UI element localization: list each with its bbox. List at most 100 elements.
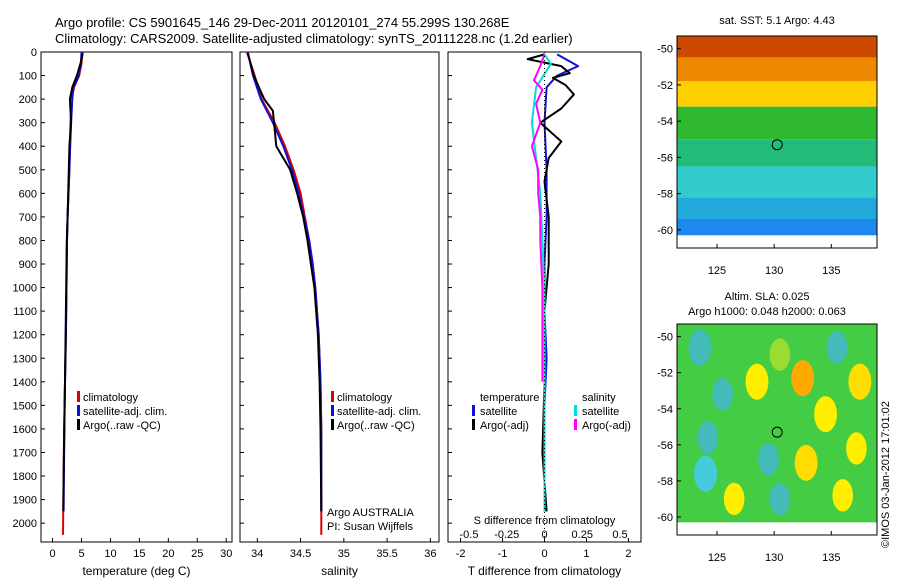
panel-salinity-legend-swatch [331, 405, 334, 416]
title-line-2: Climatology: CARS2009. Satellite-adjuste… [55, 31, 573, 46]
map-sla_map-anomaly-blob [688, 329, 712, 366]
map-sla_map-anomaly-blob [712, 378, 733, 411]
panel-difference-xtick-label: 1 [583, 548, 589, 560]
salinity-annotation: PI: Susan Wijffels [327, 521, 413, 533]
map-sla_map-ytick-label: -54 [657, 404, 673, 416]
difference-legend-temperature-swatch [472, 405, 475, 416]
map-sst_map-ytick-label: -52 [657, 80, 673, 92]
map-sla_map-ytick-label: -50 [657, 332, 673, 344]
panel-temperature-legend-label: Argo(..raw -QC) [83, 420, 161, 432]
panel-temperature-legend-label: climatology [83, 392, 139, 404]
map-sst_map-argo-marker [771, 139, 783, 151]
panel-temperature-xtick-label: 0 [50, 548, 56, 560]
difference-legend-temperature-title: temperature [480, 392, 539, 404]
panel-temperature-ytick-label: 100 [19, 71, 37, 83]
panel-salinity-xtick-label: 34.5 [290, 548, 311, 560]
difference-stick-label: -0.5 [459, 529, 478, 541]
difference-legend-salinity-label: satellite [582, 406, 619, 418]
panel-temperature-xtick-label: 5 [78, 548, 84, 560]
map-sst_map-band [677, 139, 877, 167]
map-sst_map-band [677, 81, 877, 107]
panel-difference-xlabel: T difference from climatology [468, 564, 622, 578]
difference-legend-temperature-label: satellite [480, 406, 517, 418]
panel-salinity-legend-label: climatology [337, 392, 393, 404]
map-sla_map-ytick-label: -56 [657, 440, 673, 452]
difference-legend-temperature-label: Argo(-adj) [480, 420, 529, 432]
panel-salinity-legend-label: satellite-adj. clim. [337, 406, 421, 418]
map-sla_map-ytick-label: -58 [657, 476, 673, 488]
difference-legend-salinity-swatch [574, 405, 577, 416]
map-sla_map-subtitle: Argo h1000: 0.048 h2000: 0.063 [688, 306, 846, 318]
map-sla_map-anomaly-blob [832, 479, 853, 512]
panel-salinity-legend-label: Argo(..raw -QC) [337, 420, 415, 432]
map-sst_map-band [677, 219, 877, 236]
map-sst_map-band [677, 57, 877, 82]
map-sla_map-anomaly-blob [769, 338, 791, 371]
panel-temperature-ytick-label: 1300 [13, 353, 37, 365]
panel-difference-xtick-label: -1 [498, 548, 508, 560]
map-sla_map-anomaly-blob [697, 421, 719, 454]
map-sla_map-anomaly-blob [769, 482, 791, 516]
map-sst_map-ytick-label: -56 [657, 152, 673, 164]
panel-temperature-ytick-label: 1400 [13, 377, 37, 389]
panel-temperature-ytick-label: 1800 [13, 471, 37, 483]
panel-temperature-xtick-label: 20 [162, 548, 174, 560]
map-sla_map-anomaly-blob [745, 363, 769, 400]
map-sla_map-anomaly-blob [794, 444, 818, 481]
map-sla_map-anomaly-blob [848, 363, 872, 400]
difference-legend-salinity-label: Argo(-adj) [582, 420, 631, 432]
map-sla_map-anomaly-blob [694, 455, 717, 492]
panel-temperature-xtick-label: 15 [133, 548, 145, 560]
panel-temperature-ytick-label: 1600 [13, 424, 37, 436]
panel-temperature-ytick-label: 900 [19, 259, 37, 271]
map-sla_map-ytick-label: -52 [657, 368, 673, 380]
panel-difference-series-s-argo-adj- [530, 54, 546, 382]
panel-temperature-ytick-label: 200 [19, 94, 37, 106]
panel-difference-xtick-label: 0 [541, 548, 547, 560]
panel-difference-xtick-label: -2 [456, 548, 466, 560]
map-sst_map-ytick-label: -58 [657, 189, 673, 201]
map-sla_map-xtick-label: 125 [708, 552, 726, 564]
map-sla_map-anomaly-blob [846, 432, 867, 465]
difference-xlabel2: S difference from climatology [474, 515, 616, 527]
panel-salinity-frame [239, 51, 440, 543]
panel-temperature-ytick-label: 700 [19, 212, 37, 224]
panel-temperature-ytick-label: 500 [19, 165, 37, 177]
panel-difference-xtick-label: 2 [625, 548, 631, 560]
map-sst_map-title: sat. SST: 5.1 Argo: 4.43 [719, 15, 835, 27]
panel-temperature-frame [40, 51, 233, 543]
panel-salinity-series-argo-raw-qc- [246, 52, 323, 512]
map-sst_map-band [677, 197, 877, 220]
map-sst_map-xtick-label: 125 [708, 265, 726, 277]
panel-salinity-xtick-label: 34 [251, 548, 263, 560]
title-line-1: Argo profile: CS 5901645_146 29-Dec-2011… [55, 15, 510, 30]
map-sla_map-frame [676, 323, 878, 536]
panel-temperature-ytick-label: 1900 [13, 495, 37, 507]
imos-credit: ©IMOS 03-Jan-2012 17:01:02 [880, 401, 892, 548]
map-sla_map-anomaly-blob [814, 396, 837, 433]
salinity-annotation: Argo AUSTRALIA [327, 507, 414, 519]
panel-temperature-ytick-label: 400 [19, 141, 37, 153]
map-sst_map-xtick-label: 130 [765, 265, 783, 277]
panel-difference-series-s-satellite [530, 53, 552, 512]
panel-temperature-ytick-label: 1700 [13, 447, 37, 459]
panel-temperature-ytick-label: 0 [31, 47, 37, 59]
panel-temperature-legend-swatch [77, 405, 80, 416]
difference-legend-salinity-swatch [574, 419, 577, 430]
panel-salinity-legend-swatch [331, 391, 334, 402]
map-sla_map-xtick-label: 130 [765, 552, 783, 564]
map-sla_map-anomaly-blob [723, 482, 745, 516]
map-sst_map-frame [676, 35, 878, 249]
map-sst_map-band [677, 36, 877, 58]
panel-temperature-legend-swatch [77, 419, 80, 430]
difference-legend-salinity-title: salinity [582, 392, 616, 404]
difference-legend-temperature-swatch [472, 419, 475, 430]
map-sst_map-ytick-label: -60 [657, 225, 673, 237]
map-sst_map-band [677, 106, 877, 140]
difference-stick-label: -0.25 [494, 529, 519, 541]
panel-salinity-xlabel: salinity [321, 564, 358, 578]
map-sla_map-anomaly-blob [791, 360, 815, 397]
panel-temperature-ytick-label: 1100 [13, 306, 37, 318]
map-sla_map-anomaly-blob [826, 331, 848, 364]
